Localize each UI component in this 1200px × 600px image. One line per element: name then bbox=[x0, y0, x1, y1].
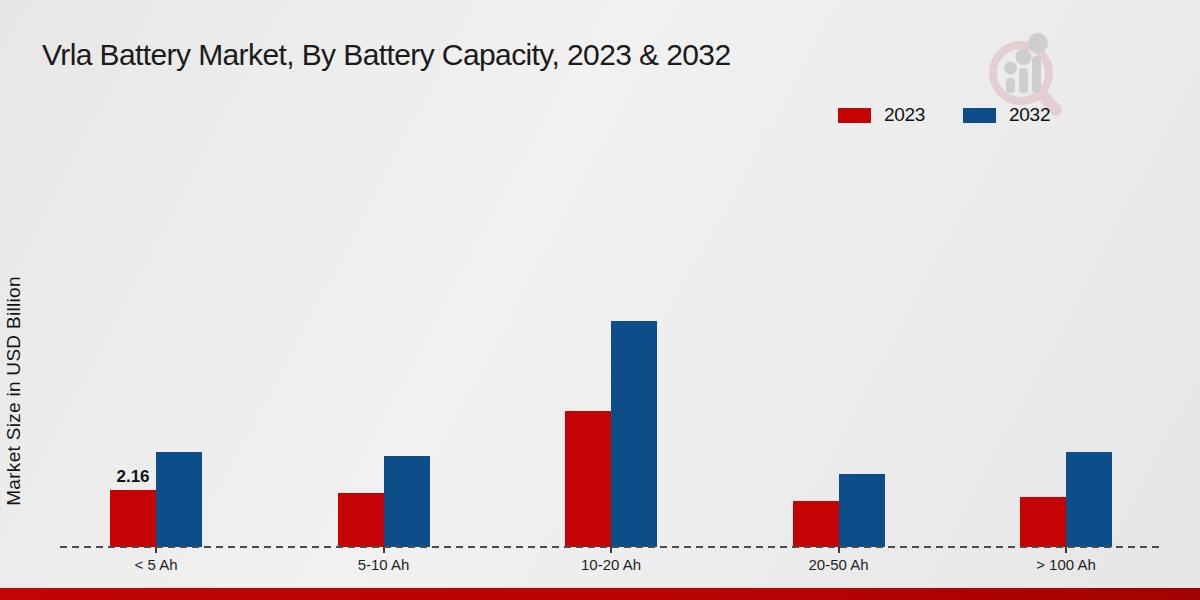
bar-2032-20-50-ah bbox=[839, 474, 885, 547]
bottom-accent-bar bbox=[0, 588, 1200, 600]
bar-2032->-100-ah bbox=[1066, 452, 1112, 547]
bar-2032-5-10-ah bbox=[384, 456, 430, 547]
x-category-label: < 5 Ah bbox=[86, 556, 226, 573]
bar-2023-<-5-ah bbox=[110, 490, 156, 547]
bar-2023-20-50-ah bbox=[793, 501, 839, 547]
bar-2023-5-10-ah bbox=[338, 493, 384, 547]
x-axis-line bbox=[60, 546, 1160, 548]
x-category-label: > 100 Ah bbox=[996, 556, 1136, 573]
chart-canvas: Vrla Battery Market, By Battery Capacity… bbox=[0, 0, 1200, 600]
bar-data-label: 2.16 bbox=[116, 467, 149, 487]
x-category-label: 5-10 Ah bbox=[314, 556, 454, 573]
plot-area: 2.16 < 5 Ah 5-10 Ah 10-20 Ah 20-50 Ah > 100 A… bbox=[0, 0, 1200, 600]
bar-2023->-100-ah bbox=[1020, 497, 1066, 547]
x-category-label: 20-50 Ah bbox=[769, 556, 909, 573]
bar-2032-10-20-ah bbox=[611, 321, 657, 547]
x-category-label: 10-20 Ah bbox=[541, 556, 681, 573]
bar-2032-<-5-ah bbox=[156, 452, 202, 547]
bar-2023-10-20-ah bbox=[565, 411, 611, 547]
